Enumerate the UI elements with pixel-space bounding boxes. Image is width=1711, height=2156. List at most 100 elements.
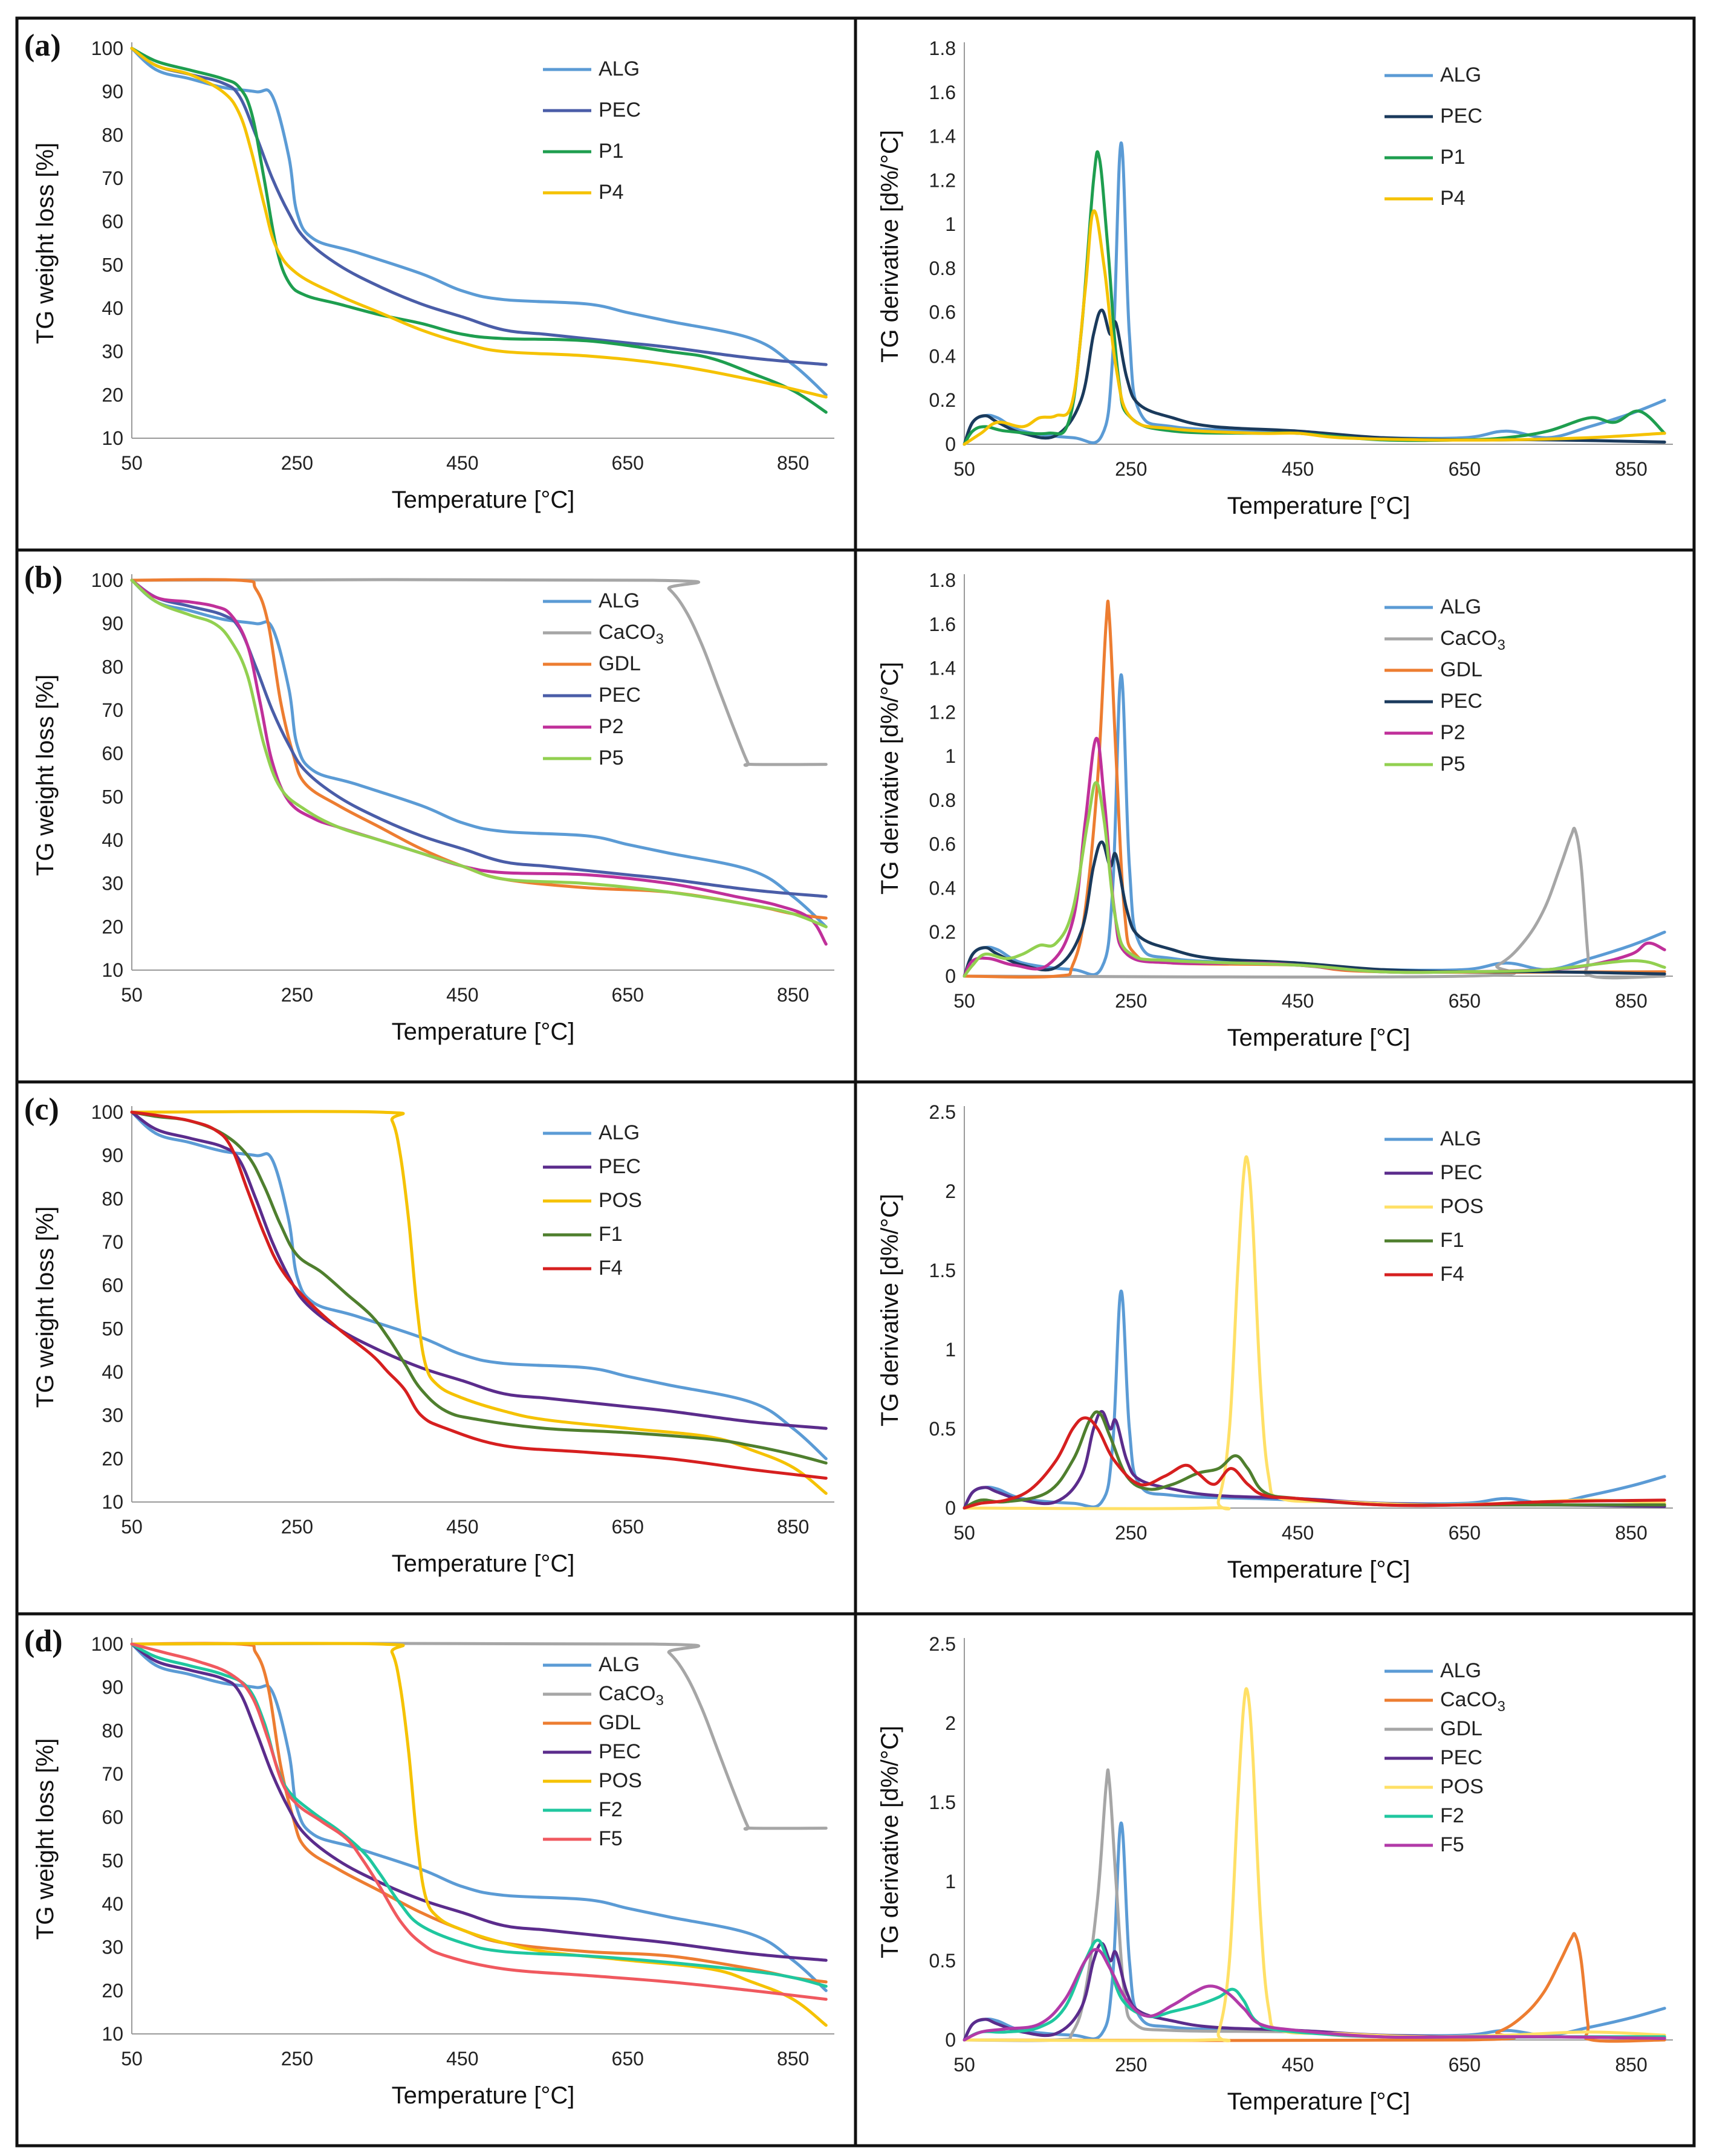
legend-label: ALG: [599, 589, 640, 612]
x-axis-title: Temperature [°C]: [1227, 2088, 1411, 2115]
legend-label: ALG: [599, 1653, 640, 1676]
y-tick-label: 70: [102, 1763, 123, 1785]
y-axis-title: TG derivative [d%/°C]: [877, 1194, 903, 1426]
legend-label: F2: [599, 1798, 623, 1821]
y-axis-title: TG weight loss [%]: [32, 675, 59, 876]
legend-label: PEC: [599, 684, 641, 707]
y-tick-label: 30: [102, 873, 123, 895]
legend-label: CaCO3: [1440, 627, 1505, 653]
legend-label: GDL: [599, 652, 641, 675]
y-axis-title: TG weight loss [%]: [32, 143, 59, 344]
y-tick-label: 50: [102, 786, 123, 808]
legend-label: CaCO3: [1440, 1688, 1505, 1715]
y-tick-label: 0.5: [929, 1950, 956, 1972]
legend-label: ALG: [599, 57, 640, 80]
legend-label: P4: [599, 181, 624, 204]
series-line-p5: [130, 578, 828, 928]
x-tick-label: 650: [612, 984, 644, 1006]
x-axis-title: Temperature [°C]: [392, 487, 575, 513]
x-tick-label: 250: [1115, 458, 1147, 480]
legend-label: F5: [599, 1827, 623, 1850]
y-tick-label: 50: [102, 1318, 123, 1339]
y-tick-label: 2.5: [929, 1101, 956, 1123]
legend-label: ALG: [599, 1121, 640, 1144]
y-tick-label: 60: [102, 1275, 123, 1297]
y-axis-title: TG weight loss [%]: [32, 1738, 59, 1940]
legend-label: GDL: [1440, 658, 1482, 681]
x-tick-label: 450: [1282, 990, 1314, 1012]
legend-label: POS: [599, 1189, 642, 1212]
y-tick-label: 1.4: [929, 126, 956, 147]
series-line-alg: [963, 141, 1666, 446]
series-line-alg: [963, 673, 1666, 978]
y-tick-label: 90: [102, 613, 123, 635]
series-line-f5: [130, 1642, 828, 2001]
legend-label: F4: [599, 1257, 623, 1280]
x-tick-label: 50: [953, 1522, 975, 1544]
y-tick-label: 2: [945, 1180, 956, 1202]
y-tick-label: 90: [102, 81, 123, 103]
x-tick-label: 250: [281, 1516, 313, 1538]
x-tick-label: 250: [1115, 1522, 1147, 1544]
series-line-caco3: [130, 578, 828, 767]
y-tick-label: 1.6: [929, 82, 956, 103]
y-tick-label: 0: [945, 965, 956, 987]
y-tick-label: 50: [102, 1850, 123, 1871]
y-tick-label: 40: [102, 829, 123, 851]
series-line-f4: [963, 1416, 1666, 1510]
series-line-p1: [130, 47, 828, 414]
x-tick-label: 850: [777, 1516, 809, 1538]
chart-c-dtg: 0 0.5 1 1.5 2 2.5 50 250 450 650 850 Temperature [°…: [877, 1101, 1673, 1583]
x-tick-label: 850: [1615, 990, 1647, 1012]
y-tick-label: 60: [102, 743, 123, 765]
x-axis-title: Temperature [°C]: [392, 2082, 575, 2109]
x-tick-label: 250: [281, 2048, 313, 2070]
x-tick-label: 650: [612, 452, 644, 474]
y-axis-title: TG derivative [d%/°C]: [877, 1726, 903, 1958]
y-tick-label: 100: [91, 1633, 123, 1655]
x-axis-title: Temperature [°C]: [392, 1018, 575, 1045]
x-axis-title: Temperature [°C]: [1227, 493, 1411, 519]
y-tick-label: 40: [102, 297, 123, 319]
legend-label: PEC: [599, 1155, 641, 1178]
y-tick-label: 0.8: [929, 789, 956, 811]
x-tick-label: 50: [121, 452, 143, 474]
chart-d-tg: 10 20 30 40 50 60 70 80 90 100 50 250 450 650 850 Tempe…: [32, 1633, 834, 2109]
y-tick-label: 1.6: [929, 613, 956, 635]
x-axis-title: Temperature [°C]: [1227, 1025, 1411, 1051]
legend-label: P4: [1440, 187, 1466, 210]
x-tick-label: 650: [1449, 458, 1481, 480]
y-tick-label: 30: [102, 1405, 123, 1426]
x-tick-label: 450: [1282, 1522, 1314, 1544]
chart-d-dtg: 0 0.5 1 1.5 2 2.5 50 250 450 650 850 Temperature [°…: [877, 1633, 1673, 2115]
series-line-caco3: [130, 1642, 828, 1831]
series-line-alg: [130, 578, 828, 928]
legend-label: PEC: [1440, 105, 1482, 128]
chart-a-dtg: 0 0.2 0.4 0.6 0.8 1 1.2 1.4 1.6 1.8 50 250 450 650 850…: [877, 37, 1673, 519]
legend-label: PEC: [1440, 690, 1482, 713]
y-tick-label: 2: [945, 1712, 956, 1734]
y-tick-label: 0.6: [929, 834, 956, 855]
legend-label: PEC: [1440, 1746, 1482, 1769]
series-line-pos: [963, 1155, 1666, 1510]
legend-label: PEC: [1440, 1161, 1482, 1184]
y-tick-label: 0.8: [929, 257, 956, 279]
legend-label: PEC: [599, 99, 641, 121]
series-line-pos: [130, 1642, 828, 2027]
x-tick-label: 850: [1615, 458, 1647, 480]
series-line-gdl: [130, 1642, 828, 1984]
y-tick-label: 70: [102, 699, 123, 721]
y-tick-label: 0.4: [929, 877, 956, 899]
series-line-p4: [130, 47, 828, 399]
series-line-f4: [130, 1110, 828, 1480]
legend-label: P1: [599, 140, 624, 163]
x-axis-title: Temperature [°C]: [392, 1550, 575, 1577]
y-tick-label: 0: [945, 433, 956, 455]
x-tick-label: 850: [777, 2048, 809, 2070]
legend-label: F5: [1440, 1833, 1464, 1856]
y-tick-label: 50: [102, 254, 123, 276]
y-tick-label: 40: [102, 1361, 123, 1383]
y-tick-label: 2.5: [929, 1633, 956, 1655]
series-line-alg: [130, 47, 828, 397]
